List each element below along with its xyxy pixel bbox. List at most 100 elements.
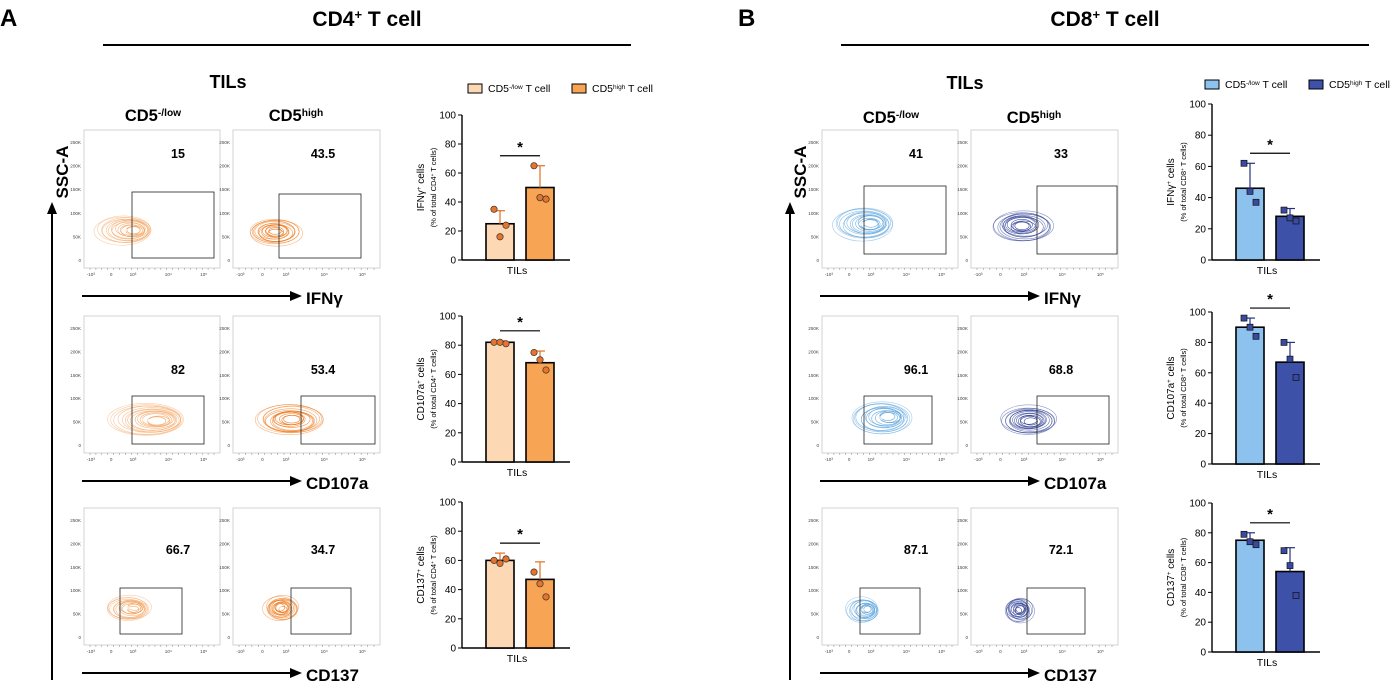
fcs-x-tick-label: 0 [999, 457, 1002, 462]
data-point [1252, 541, 1260, 549]
fcs-y-tick-label: 0 [816, 443, 819, 448]
cell-population-contour [107, 594, 152, 621]
significance-star: * [517, 526, 523, 543]
gate-percentage: 87.1 [904, 543, 928, 557]
fcs-x-tick-label: 10⁵ [359, 457, 366, 462]
data-point [1246, 538, 1254, 546]
bar-cd5-low [1235, 326, 1265, 465]
bar-cd5-high [1275, 361, 1305, 465]
ssc-a-axis-label: SSC-A [53, 146, 72, 199]
data-point [496, 338, 504, 346]
fcs-x-tick-label: -10³ [87, 272, 96, 277]
data-point [536, 580, 544, 588]
column-heading-cd5-high: CD5high [269, 107, 324, 125]
y-tick-label: 60 [445, 556, 457, 567]
y-axis-sublabel: (% of total CD4+ T cells) [429, 535, 438, 615]
panel-title-b: CD8+ T cell [1050, 7, 1159, 32]
y-tick-label: 0 [450, 256, 456, 267]
fcs-y-tick-label: 100K [219, 211, 231, 216]
legend-swatch-cd5-low [467, 83, 483, 94]
bar-cd5-high [1275, 570, 1305, 653]
fcs-x-tick-label: 0 [848, 457, 851, 462]
gate [290, 587, 352, 635]
fcs-y-tick-label: 200K [219, 541, 231, 546]
bar-cd5-low [485, 341, 515, 463]
fcs-x-tick-label: 10³ [130, 649, 137, 654]
y-tick-label: 60 [445, 370, 457, 381]
y-tick-label: 40 [1195, 399, 1207, 410]
fcs-y-tick-label: 250K [808, 518, 820, 523]
x-axis-label: TILs [1257, 657, 1277, 669]
legend-swatch-cd5-high [1308, 79, 1324, 90]
gate-percentage: 33 [1054, 147, 1068, 161]
gate-percentage: 53.4 [311, 363, 335, 377]
plot-frame [83, 129, 221, 269]
data-point [530, 162, 538, 170]
y-axis-label: CD107a+ cells [1166, 356, 1178, 419]
cell-population-contour [93, 215, 152, 246]
marker-axis-arrowhead [1028, 668, 1040, 678]
y-tick-label: 0 [1200, 648, 1206, 659]
data-point [502, 555, 510, 563]
fcs-x-tick-label: 10⁵ [1097, 272, 1104, 277]
legend-label-cd5-high: CD5high T cell [592, 83, 653, 95]
marker-axis-arrowhead [1028, 476, 1040, 486]
y-axis-sublabel: (% of total CD8+ T cells) [1179, 142, 1188, 222]
gate-percentage: 41 [909, 147, 923, 161]
y-tick-label: 60 [1195, 162, 1207, 173]
flow-plot-cd5-low-1: 250K 200K 150K 100K 50K 0 -10³ 0 10³ 10⁴ 10⁵ 96.1 [808, 315, 959, 462]
y-tick-label: 100 [439, 111, 456, 122]
panel-title-a: CD4+ T cell [312, 7, 421, 32]
x-axis-label: TILs [507, 467, 527, 479]
fcs-y-tick-label: 100K [219, 588, 231, 593]
fcs-x-tick-label: 10⁵ [200, 272, 207, 277]
fcs-y-tick-label: 0 [816, 258, 819, 263]
legend-label-cd5-low: CD5-/low T cell [1225, 79, 1287, 91]
data-point [1292, 374, 1300, 381]
fcs-x-tick-label: -10³ [87, 457, 96, 462]
fcs-x-tick-label: -10³ [974, 649, 983, 654]
y-tick-label: 80 [1195, 338, 1207, 349]
fcs-x-tick-label: 10⁴ [1059, 272, 1066, 277]
flow-plot-cd5-low-0: 250K 200K 150K 100K 50K 0 -10³ 0 10³ 10⁴ 10⁵ 15 [70, 129, 221, 277]
fcs-x-tick-label: 0 [261, 272, 264, 277]
gate-percentage: 34.7 [311, 543, 335, 557]
data-point [1252, 332, 1260, 340]
legend-swatch-cd5-low [1204, 79, 1220, 90]
fcs-x-tick-label: 0 [110, 649, 113, 654]
fcs-y-tick-label: 250K [219, 326, 231, 331]
data-point [1286, 562, 1294, 569]
marker-label: CD107a [1044, 474, 1107, 493]
y-tick-label: 40 [445, 585, 457, 596]
y-tick-label: 60 [1195, 368, 1207, 379]
plot-frame [821, 507, 959, 646]
bar-cd5-high [1275, 215, 1305, 261]
data-point [542, 195, 550, 203]
legend-swatch-cd5-high [571, 83, 587, 94]
flow-plot-cd5-low-0: 250K 200K 150K 100K 50K 0 -10³ 0 10³ 10⁴ 10⁵ 41 [808, 129, 959, 277]
column-heading-cd5-low: CD5-/low [863, 109, 919, 127]
fcs-x-tick-label: 10⁵ [359, 272, 366, 277]
gate-percentage: 82 [171, 363, 185, 377]
cell-population-contour [1004, 597, 1035, 624]
significance-star: * [1267, 506, 1273, 523]
data-point [502, 221, 510, 229]
fcs-x-tick-label: 10⁴ [321, 649, 328, 654]
fcs-x-tick-label: 0 [999, 272, 1002, 277]
gate [1036, 185, 1118, 255]
fcs-y-tick-label: 100K [219, 396, 231, 401]
fcs-y-tick-label: 0 [78, 635, 81, 640]
fcs-y-tick-label: 250K [957, 140, 969, 145]
tils-heading: TILs [946, 73, 983, 93]
fcs-y-tick-label: 50K [960, 612, 969, 617]
fcs-y-tick-label: 200K [70, 164, 82, 169]
y-tick-label: 80 [1195, 131, 1207, 142]
y-axis-sublabel: (% of total CD8+ T cells) [1179, 348, 1188, 428]
fcs-y-tick-label: 150K [70, 187, 82, 192]
marker-axis-arrowhead [1028, 291, 1040, 301]
fcs-x-tick-label: 10³ [283, 457, 290, 462]
gate-percentage: 43.5 [311, 147, 335, 161]
y-axis-label: CD137+ cells [1166, 549, 1178, 607]
gate [300, 395, 376, 445]
